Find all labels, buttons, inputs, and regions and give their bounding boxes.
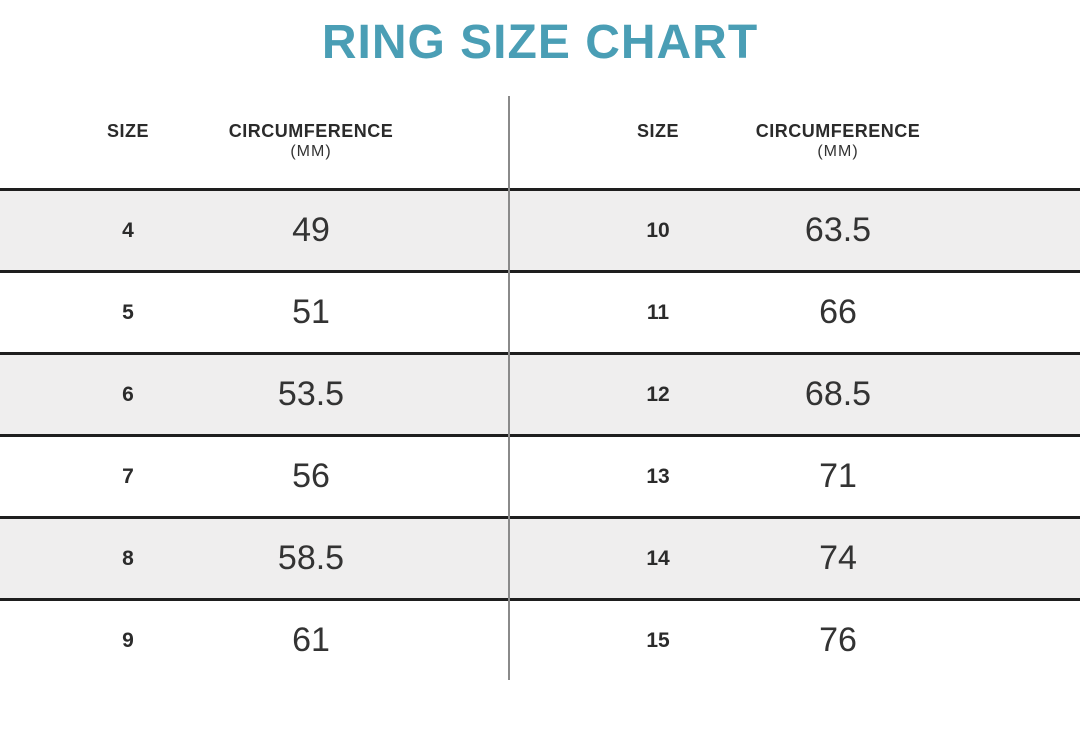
row-spacer (366, 519, 509, 598)
circumference-cell-right: 63.5 (804, 211, 872, 249)
table-header: SIZE CIRCUMFERENCE (MM) SIZE CIRCUMFEREN… (0, 72, 1080, 188)
size-header-label: SIZE (106, 121, 149, 141)
column-header-circumference-left: CIRCUMFERENCE (MM) (229, 72, 393, 164)
size-chart: SIZE CIRCUMFERENCE (MM) SIZE CIRCUMFEREN… (0, 72, 1080, 680)
table-body: 4 49 10 63.5 5 51 11 66 6 53.5 12 (0, 188, 1080, 680)
circumference-header-label: CIRCUMFERENCE (228, 121, 394, 141)
header-spacer (869, 72, 1080, 122)
circumference-cell-left: 51 (292, 293, 330, 331)
size-cell-right: 12 (646, 382, 670, 406)
table-row: 7 56 13 71 (0, 434, 1080, 516)
row-spacer (869, 191, 1080, 270)
size-cell-right: 15 (646, 628, 670, 652)
table-row: 5 51 11 66 (0, 270, 1080, 352)
size-cell-right: 10 (646, 218, 670, 242)
vertical-divider (508, 96, 510, 680)
circumference-unit-label: (MM) (290, 143, 332, 160)
column-header-size-right: SIZE (509, 72, 807, 140)
circumference-cell-left: 53.5 (277, 375, 345, 413)
row-spacer (366, 437, 509, 516)
circumference-cell-right: 76 (819, 621, 857, 659)
size-cell-left: 8 (122, 546, 134, 570)
size-cell-right: 13 (646, 464, 670, 488)
row-spacer (366, 355, 509, 434)
table-row: 9 61 15 76 (0, 598, 1080, 680)
row-spacer (366, 273, 509, 352)
row-spacer (366, 601, 509, 680)
size-cell-left: 6 (122, 382, 134, 406)
size-header-label: SIZE (636, 121, 679, 141)
size-cell-left: 4 (122, 218, 134, 242)
header-spacer (366, 72, 509, 122)
column-header-circumference-right: CIRCUMFERENCE (MM) (756, 72, 920, 164)
row-spacer (869, 601, 1080, 680)
table-row: 4 49 10 63.5 (0, 188, 1080, 270)
table-row: 6 53.5 12 68.5 (0, 352, 1080, 434)
circumference-cell-left: 58.5 (277, 539, 345, 577)
size-cell-right: 14 (646, 546, 670, 570)
circumference-cell-right: 74 (819, 539, 857, 577)
row-spacer (869, 519, 1080, 598)
circumference-unit-label: (MM) (817, 143, 859, 160)
row-spacer (869, 355, 1080, 434)
circumference-cell-left: 49 (292, 211, 330, 249)
size-cell-left: 7 (122, 464, 134, 488)
circumference-cell-left: 56 (292, 457, 330, 495)
row-spacer (869, 437, 1080, 516)
table-row: 8 58.5 14 74 (0, 516, 1080, 598)
size-cell-right: 11 (646, 300, 670, 324)
circumference-cell-right: 68.5 (804, 375, 872, 413)
row-spacer (366, 191, 509, 270)
page-title: RING SIZE CHART (321, 16, 759, 69)
circumference-cell-right: 71 (819, 457, 857, 495)
size-cell-left: 9 (122, 628, 134, 652)
circumference-cell-left: 61 (292, 621, 330, 659)
circumference-header-label: CIRCUMFERENCE (755, 121, 921, 141)
size-cell-left: 5 (122, 300, 134, 324)
column-header-size-left: SIZE (0, 72, 256, 140)
row-spacer (869, 273, 1080, 352)
circumference-cell-right: 66 (819, 293, 857, 331)
